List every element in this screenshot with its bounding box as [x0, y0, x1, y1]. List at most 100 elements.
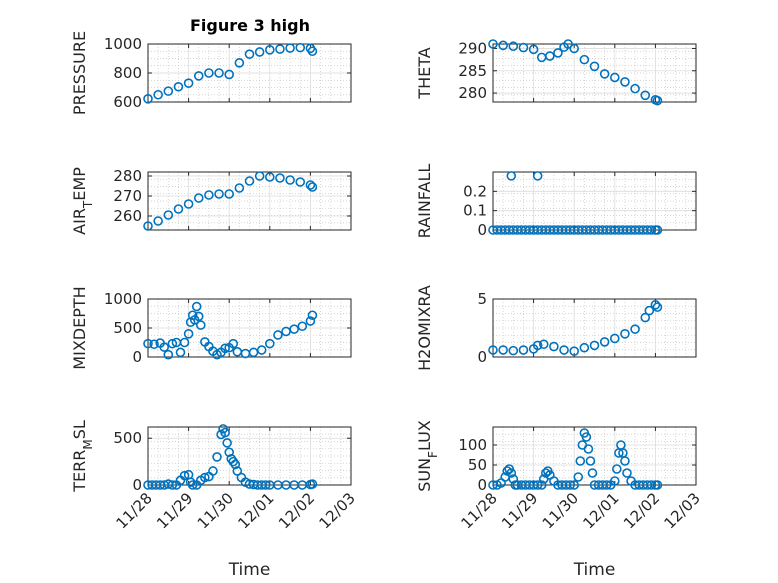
data-point — [195, 320, 206, 330]
data-point — [163, 86, 174, 96]
data-point — [183, 78, 194, 88]
data-point — [167, 480, 178, 490]
data-point — [612, 464, 622, 474]
data-point — [587, 468, 598, 478]
data-point — [553, 48, 563, 58]
y-tick-label: 1000 — [104, 35, 142, 53]
x-axis-label: Time — [573, 560, 616, 580]
data-point — [153, 216, 163, 226]
data-point — [224, 189, 234, 199]
data-point — [163, 210, 174, 220]
data-point — [609, 333, 620, 344]
data-point — [187, 480, 198, 490]
data-point — [579, 54, 590, 65]
data-point — [585, 456, 596, 466]
data-point — [508, 41, 519, 52]
data-point — [204, 190, 214, 200]
data-point — [646, 480, 657, 490]
data-point — [214, 189, 224, 199]
data-point — [630, 83, 640, 94]
data-point — [536, 480, 547, 490]
series-markers — [143, 424, 318, 490]
data-point — [305, 180, 316, 190]
y-tick-label: 500 — [113, 319, 142, 337]
y-tick-label: 500 — [113, 429, 142, 447]
subplot-5: 0 500 1000 MIXDEPTH — [70, 286, 352, 370]
data-point — [545, 51, 555, 61]
data-point — [307, 479, 318, 489]
data-point — [609, 72, 620, 83]
data-point — [167, 338, 178, 349]
data-point — [220, 343, 230, 354]
data-point — [630, 324, 640, 334]
figure-title: Figure 3 high — [190, 16, 310, 35]
y-axis-label: THETA — [415, 47, 434, 99]
y-tick-label: 0.1 — [463, 202, 487, 220]
data-point — [173, 81, 184, 92]
data-point — [599, 337, 610, 347]
y-axis-label: TERRMSL — [70, 420, 95, 493]
subplot-1: 600 800 1000 PRESSURE — [70, 31, 352, 115]
data-point — [234, 183, 245, 193]
data-point — [275, 173, 285, 183]
data-point — [175, 347, 186, 358]
data-point — [264, 172, 275, 182]
data-point — [143, 221, 153, 231]
data-point — [652, 95, 663, 106]
data-point — [532, 171, 543, 181]
subplot-4: 00.1 0.2 RAINFALL — [415, 164, 697, 239]
data-point — [244, 176, 255, 186]
y-tick-label: 0 — [477, 476, 487, 494]
data-point — [295, 177, 306, 187]
data-point — [589, 61, 600, 72]
data-point — [532, 480, 543, 490]
data-point — [153, 89, 163, 100]
data-point — [609, 476, 620, 486]
data-point — [285, 43, 295, 53]
data-point — [307, 182, 318, 192]
data-point — [275, 44, 285, 54]
data-point — [200, 472, 210, 483]
y-tick-label: 280 — [458, 84, 487, 102]
series-markers — [488, 428, 663, 490]
data-point — [569, 346, 580, 357]
data-point — [193, 193, 204, 203]
data-point — [488, 345, 498, 355]
data-point — [193, 311, 204, 322]
y-axis-label: AIRTEMP — [70, 167, 95, 235]
y-axis-label: RAINFALL — [415, 164, 434, 239]
data-point — [652, 302, 663, 312]
y-axis-label: MIXDEPTH — [70, 286, 89, 369]
data-point — [222, 438, 232, 448]
subplot-3: 260 270 280 AIRTEMP — [70, 167, 352, 235]
data-point — [601, 480, 612, 490]
data-point — [191, 301, 202, 312]
data-point — [652, 480, 663, 490]
data-point — [498, 40, 508, 51]
data-point — [234, 58, 245, 68]
data-point — [640, 90, 651, 101]
data-point — [307, 310, 318, 321]
y-tick-label: 280 — [113, 167, 142, 185]
data-point — [244, 49, 255, 59]
data-point — [565, 480, 575, 490]
data-point — [179, 337, 190, 348]
series-markers — [143, 42, 318, 104]
data-point — [273, 330, 283, 340]
data-point — [260, 480, 271, 490]
data-point — [646, 225, 657, 235]
data-point — [220, 427, 230, 438]
data-point — [506, 171, 517, 181]
data-point — [183, 199, 194, 209]
data-point — [264, 44, 275, 55]
data-point — [254, 171, 265, 181]
data-point — [143, 94, 153, 104]
data-point — [289, 324, 299, 334]
data-point — [589, 340, 600, 351]
data-point — [518, 42, 529, 53]
y-tick-label: 5 — [477, 290, 487, 308]
data-point — [559, 345, 569, 355]
data-point — [532, 340, 543, 351]
data-point — [508, 345, 519, 356]
data-point — [644, 305, 655, 316]
